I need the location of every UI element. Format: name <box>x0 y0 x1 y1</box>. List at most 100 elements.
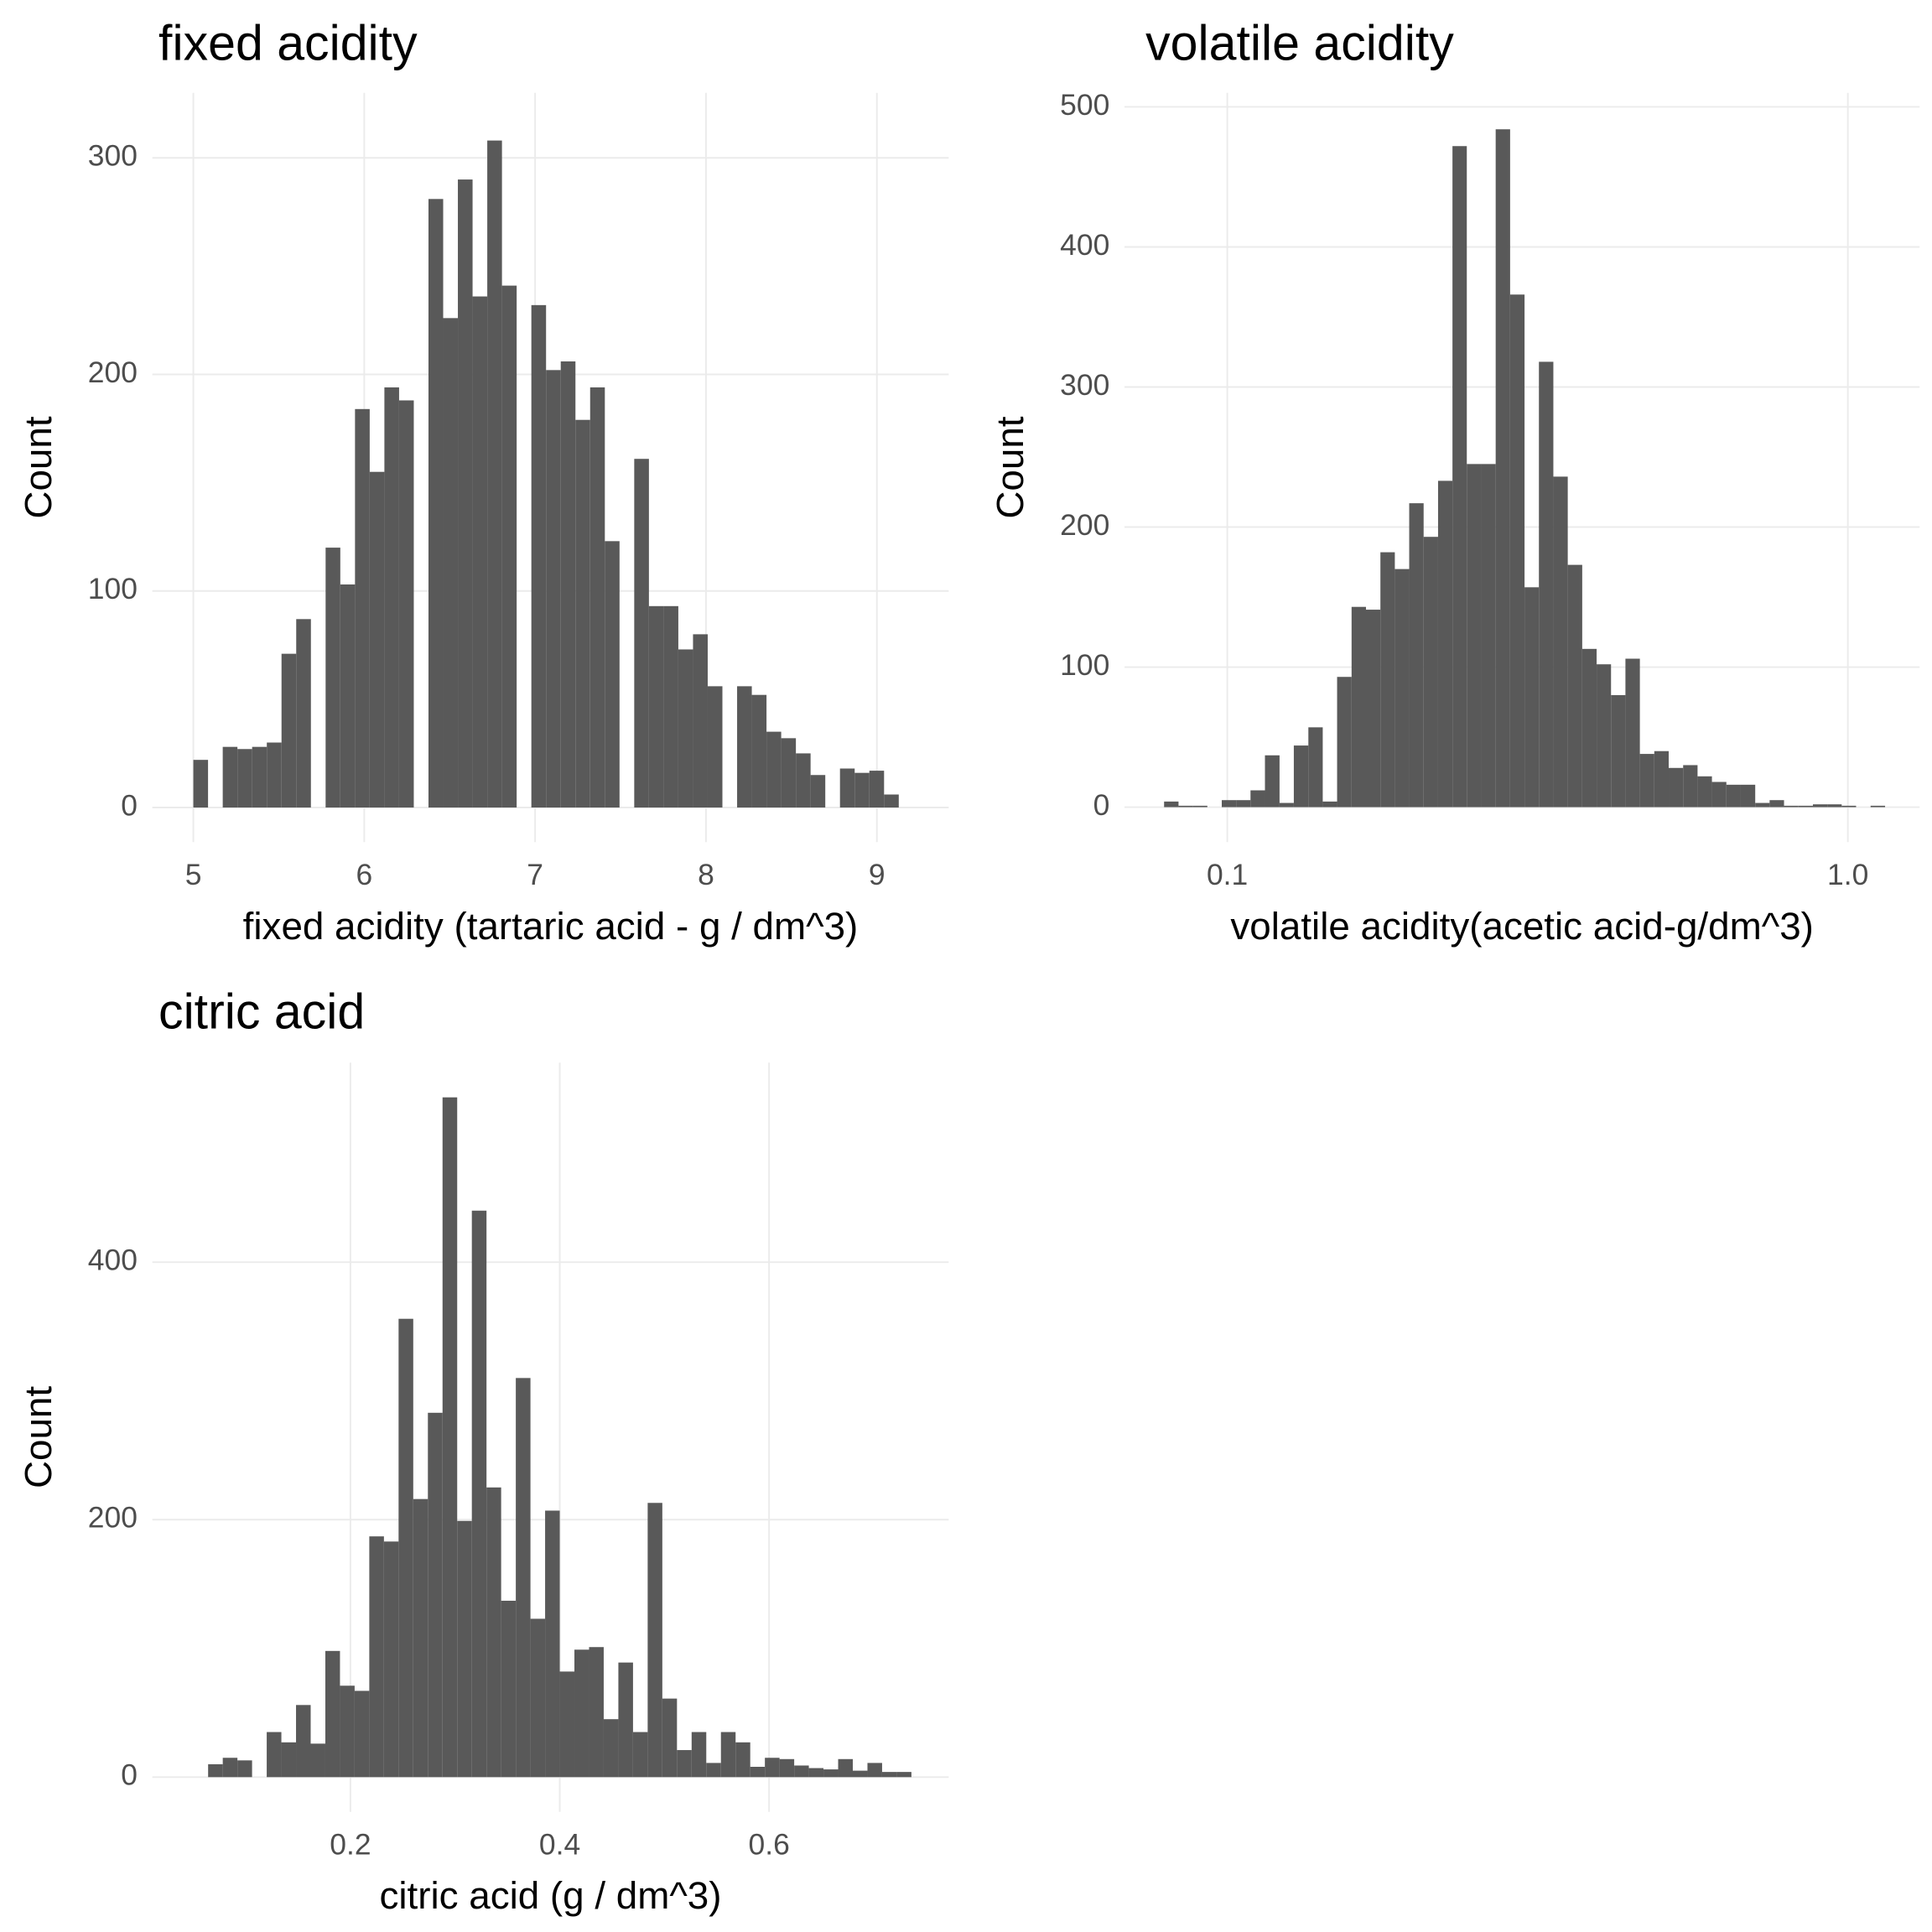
bar <box>458 179 473 808</box>
y-axis-title: Count <box>17 416 60 518</box>
bar <box>354 1690 370 1778</box>
bar <box>208 1763 223 1778</box>
x-tick-label: 8 <box>698 858 714 891</box>
bar <box>252 746 267 808</box>
chart-title: citric acid <box>158 984 365 1040</box>
bar <box>1322 801 1337 808</box>
bar <box>691 1732 707 1778</box>
bar <box>369 1536 384 1778</box>
bar <box>1524 587 1540 808</box>
bar <box>647 1503 662 1778</box>
bar <box>428 1412 443 1778</box>
bar <box>1611 694 1626 808</box>
bar <box>823 1769 839 1778</box>
bar <box>486 1487 501 1778</box>
y-tick-label: 400 <box>88 1244 138 1277</box>
bar <box>1827 804 1842 808</box>
bar <box>575 419 590 808</box>
y-tick-label: 100 <box>1060 648 1109 682</box>
bar <box>1351 606 1366 808</box>
bar <box>678 649 693 808</box>
bar <box>869 771 885 808</box>
y-tick-label: 0 <box>121 1758 138 1792</box>
bar <box>737 686 752 808</box>
chart-title: fixed acidity <box>158 16 418 71</box>
bar <box>501 1600 517 1778</box>
bar <box>751 694 767 808</box>
bar <box>1711 782 1727 808</box>
bar <box>340 1685 355 1778</box>
bar <box>398 1318 413 1778</box>
y-tick-label: 400 <box>1060 228 1109 262</box>
x-tick-label: 9 <box>869 858 886 891</box>
bar <box>589 1647 604 1778</box>
bar <box>369 471 385 808</box>
y-tick-label: 200 <box>88 1501 138 1535</box>
bar <box>193 760 209 808</box>
bar <box>663 605 678 808</box>
bar <box>222 746 238 808</box>
x-axis-title: citric acid (g / dm^3) <box>379 1874 721 1917</box>
y-tick-label: 200 <box>1060 508 1109 542</box>
bar <box>1337 677 1352 808</box>
bar <box>1423 537 1438 808</box>
bar <box>852 1770 868 1778</box>
bar <box>896 1772 911 1778</box>
bar <box>1755 802 1770 808</box>
bar <box>443 318 459 808</box>
bar <box>1509 294 1525 808</box>
x-tick-label: 0.2 <box>330 1827 371 1861</box>
bar <box>237 749 252 808</box>
bar <box>428 199 444 808</box>
bar <box>854 772 870 808</box>
bar <box>383 1541 399 1778</box>
bar <box>1581 648 1597 808</box>
bar <box>1740 784 1756 808</box>
bar <box>310 1743 325 1778</box>
bar <box>1597 664 1612 808</box>
x-tick-label: 6 <box>356 858 373 891</box>
bar <box>1481 464 1496 808</box>
bar <box>1812 804 1828 808</box>
bar <box>325 1650 340 1778</box>
bar <box>340 584 356 808</box>
x-tick-label: 1.0 <box>1827 858 1868 891</box>
x-tick-label: 7 <box>527 858 543 891</box>
bar <box>413 1498 428 1778</box>
bar <box>1380 552 1395 808</box>
bar <box>237 1760 252 1778</box>
bar <box>1221 800 1237 808</box>
bar <box>720 1732 736 1778</box>
bar <box>546 370 561 808</box>
bar <box>296 619 311 808</box>
bar <box>1409 503 1424 808</box>
bar <box>1553 476 1568 808</box>
y-tick-label: 200 <box>88 356 138 389</box>
bar <box>867 1763 882 1778</box>
bar <box>706 1763 721 1778</box>
bar <box>281 1742 297 1778</box>
bar <box>1437 480 1453 808</box>
x-tick-label: 0.1 <box>1207 858 1248 891</box>
bar <box>545 1510 560 1778</box>
y-axis-title: Count <box>989 416 1031 518</box>
bar <box>398 400 414 808</box>
bar <box>808 1768 824 1778</box>
bar <box>325 548 340 808</box>
y-tick-label: 500 <box>1060 88 1109 122</box>
bar <box>1784 805 1799 808</box>
bar <box>1683 765 1698 808</box>
bar <box>884 794 899 808</box>
x-tick-label: 0.6 <box>749 1827 790 1861</box>
y-axis-title: Count <box>17 1386 60 1488</box>
bar <box>1365 610 1381 808</box>
bar <box>222 1758 238 1778</box>
bar <box>531 304 547 808</box>
bar <box>794 1765 809 1778</box>
bar <box>1178 805 1193 808</box>
x-tick-label: 5 <box>185 858 202 891</box>
bar <box>796 753 811 808</box>
x-axis-title: volatile acidity(acetic acid-g/dm^3) <box>1230 905 1814 948</box>
y-tick-label: 300 <box>1060 368 1109 402</box>
